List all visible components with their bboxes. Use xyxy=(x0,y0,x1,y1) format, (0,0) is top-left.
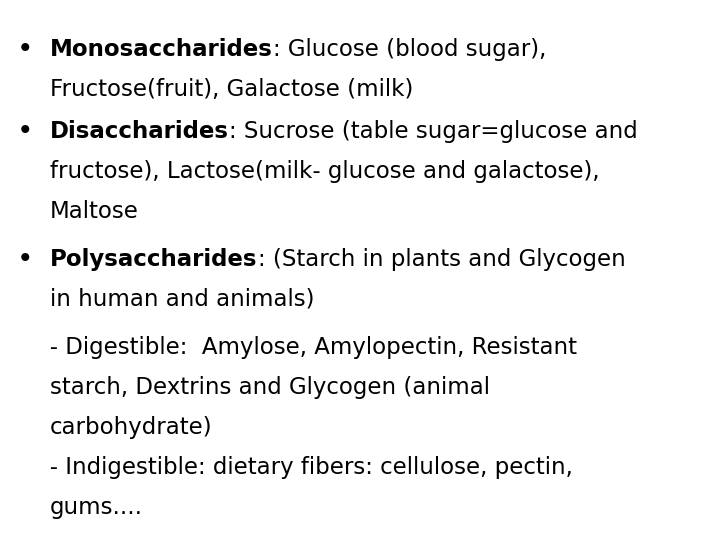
Text: •: • xyxy=(18,38,32,61)
Text: Disaccharides: Disaccharides xyxy=(50,120,229,143)
Text: •: • xyxy=(18,248,32,271)
Text: : Sucrose (table sugar=glucose and: : Sucrose (table sugar=glucose and xyxy=(229,120,638,143)
Text: Maltose: Maltose xyxy=(50,200,139,223)
Text: carbohydrate): carbohydrate) xyxy=(50,416,212,439)
Text: gums....: gums.... xyxy=(50,496,143,519)
Text: Fructose(fruit), Galactose (milk): Fructose(fruit), Galactose (milk) xyxy=(50,78,413,101)
Text: - Digestible:  Amylose, Amylopectin, Resistant: - Digestible: Amylose, Amylopectin, Resi… xyxy=(28,336,577,359)
Text: : Glucose (blood sugar),: : Glucose (blood sugar), xyxy=(273,38,546,61)
Text: Polysaccharides: Polysaccharides xyxy=(50,248,258,271)
Text: : (Starch in plants and Glycogen: : (Starch in plants and Glycogen xyxy=(258,248,625,271)
Text: •: • xyxy=(18,120,32,143)
Text: in human and animals): in human and animals) xyxy=(50,288,315,311)
Text: - Indigestible: dietary fibers: cellulose, pectin,: - Indigestible: dietary fibers: cellulos… xyxy=(28,456,573,479)
Text: starch, Dextrins and Glycogen (animal: starch, Dextrins and Glycogen (animal xyxy=(50,376,490,399)
Text: Monosaccharides: Monosaccharides xyxy=(50,38,273,61)
Text: fructose), Lactose(milk- glucose and galactose),: fructose), Lactose(milk- glucose and gal… xyxy=(50,160,600,183)
